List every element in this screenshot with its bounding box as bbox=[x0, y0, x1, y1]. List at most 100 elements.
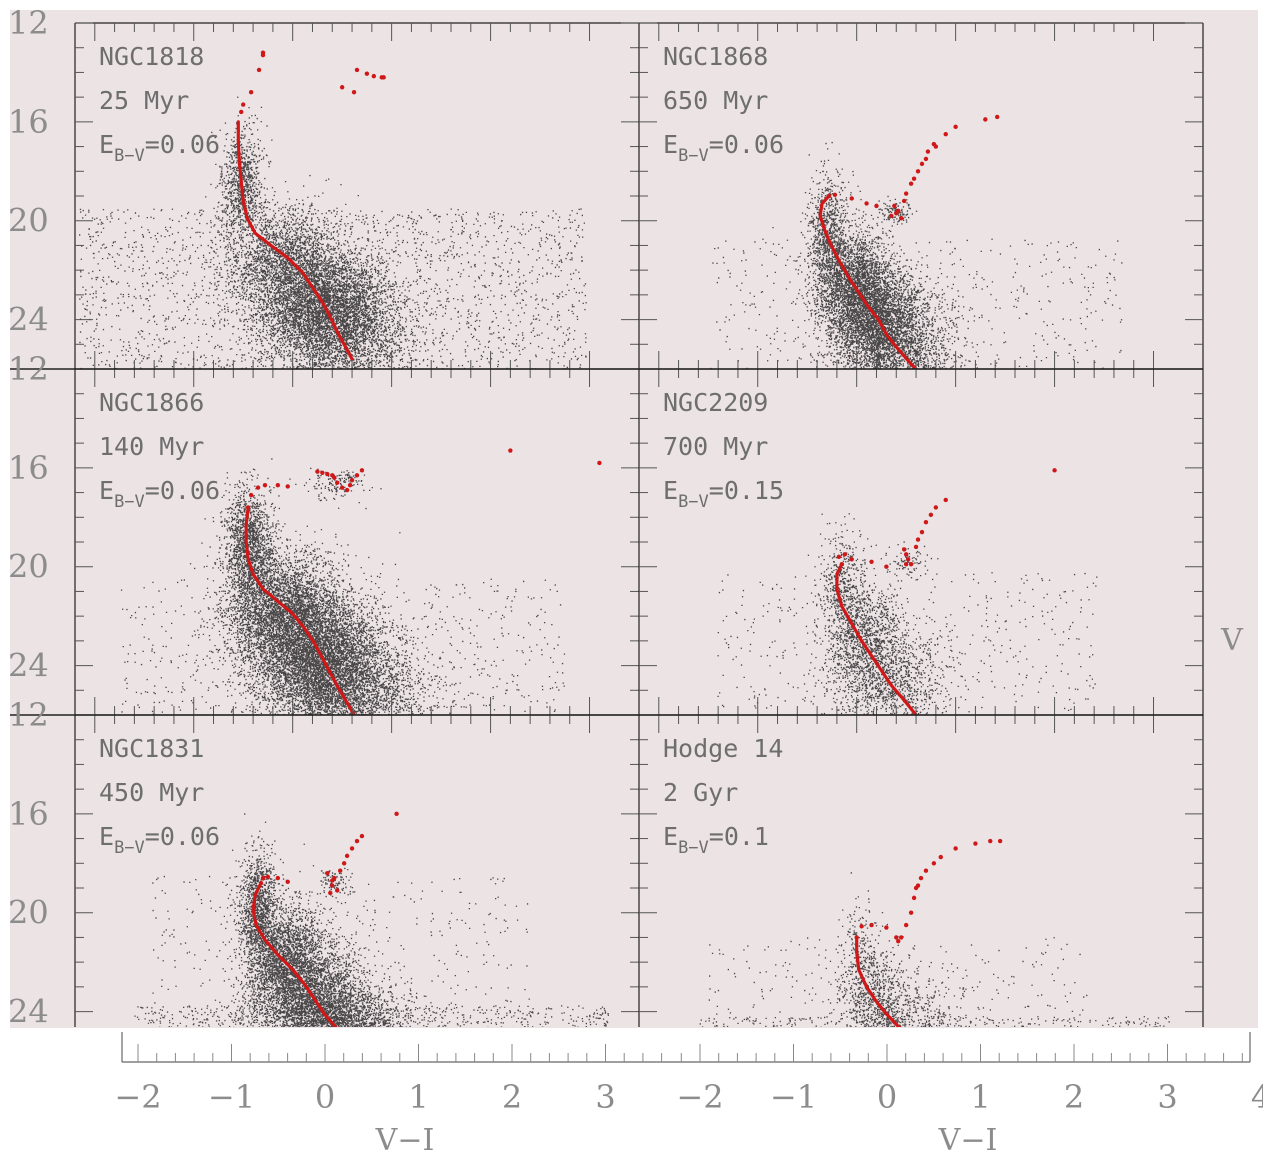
isochrone-point bbox=[920, 162, 924, 166]
isochrone-point bbox=[916, 537, 920, 541]
cluster-name: NGC1818 bbox=[99, 42, 204, 71]
x-tick-label: −1 bbox=[208, 1078, 255, 1116]
isochrone-point bbox=[914, 545, 918, 549]
isochrone-point bbox=[328, 891, 332, 895]
isochrone-point bbox=[850, 557, 854, 561]
reddening-e: E bbox=[99, 822, 114, 851]
reddening-value: =0.1 bbox=[709, 822, 769, 851]
y-tick-label: 24 bbox=[8, 301, 49, 339]
isochrone-point bbox=[837, 555, 841, 559]
isochrone-point bbox=[983, 117, 987, 121]
isochrone-point bbox=[944, 132, 948, 136]
isochrone-point bbox=[859, 924, 863, 928]
y-tick-label: 20 bbox=[8, 548, 49, 586]
reddening-value: =0.06 bbox=[145, 130, 220, 159]
cluster-name: Hodge 14 bbox=[663, 734, 783, 763]
isochrone-point bbox=[261, 876, 265, 880]
y-axis-title: V bbox=[1220, 623, 1244, 658]
isochrone-point bbox=[249, 90, 253, 94]
reddening-e: E bbox=[663, 476, 678, 505]
isochrone-point bbox=[926, 149, 930, 153]
isochrone-point bbox=[355, 839, 359, 843]
cluster-name: NGC1868 bbox=[663, 42, 768, 71]
isochrone-point bbox=[924, 157, 928, 161]
isochrone-point bbox=[869, 923, 873, 927]
isochrone-point bbox=[899, 935, 903, 939]
cluster-name: NGC2209 bbox=[663, 388, 768, 417]
figure-background bbox=[10, 10, 1258, 1028]
reddening-subscript: B−V bbox=[114, 146, 145, 166]
isochrone-point bbox=[973, 841, 977, 845]
isochrone-point bbox=[904, 923, 908, 927]
reddening-subscript: B−V bbox=[678, 146, 709, 166]
x-tick-label: 3 bbox=[595, 1078, 615, 1116]
x-tick-label: 0 bbox=[315, 1078, 335, 1116]
isochrone-point bbox=[988, 839, 992, 843]
isochrone-point bbox=[932, 861, 936, 865]
isochrone-point bbox=[934, 505, 938, 509]
cluster-age: 650 Myr bbox=[663, 86, 768, 115]
isochrone-point bbox=[894, 935, 898, 939]
isochrone-point bbox=[263, 483, 267, 487]
isochrone-point bbox=[912, 177, 916, 181]
isochrone-point bbox=[382, 75, 386, 79]
reddening-value: =0.06 bbox=[145, 822, 220, 851]
isochrone-point bbox=[912, 896, 916, 900]
isochrone-point bbox=[916, 169, 920, 173]
isochrone-point bbox=[934, 144, 938, 148]
isochrone-point bbox=[246, 505, 250, 509]
isochrone-point bbox=[266, 875, 270, 879]
isochrone-point bbox=[894, 211, 898, 215]
reddening-value: =0.06 bbox=[709, 130, 784, 159]
cluster-name: NGC1866 bbox=[99, 388, 204, 417]
isochrone-point bbox=[348, 483, 352, 487]
isochrone-point bbox=[365, 71, 369, 75]
reddening-subscript: B−V bbox=[678, 492, 709, 512]
isochrone-point bbox=[998, 839, 1002, 843]
isochrone-point bbox=[995, 115, 999, 119]
isochrone-point bbox=[929, 513, 933, 517]
y-tick-label: 24 bbox=[8, 993, 49, 1031]
isochrone-point bbox=[332, 476, 336, 480]
x-tick-label: −2 bbox=[676, 1078, 723, 1116]
isochrone-point bbox=[904, 552, 908, 556]
isochrone-point bbox=[889, 214, 893, 218]
y-tick-label: 12 bbox=[8, 4, 49, 42]
cluster-age: 140 Myr bbox=[99, 432, 204, 461]
isochrone-point bbox=[884, 565, 888, 569]
reddening-subscript: B−V bbox=[678, 838, 709, 858]
x-tick-label: 3 bbox=[1157, 1078, 1177, 1116]
isochrone-point bbox=[249, 493, 253, 497]
reddening-e: E bbox=[663, 822, 678, 851]
x-tick-label: 1 bbox=[970, 1078, 990, 1116]
bottom-x-axis: −2 −1 0 1 2 3 −2 −1 0 1 2 3 4 bbox=[114, 1032, 1263, 1116]
x-tick-label: 1 bbox=[408, 1078, 428, 1116]
isochrone-point bbox=[597, 461, 601, 465]
isochrone-point bbox=[259, 881, 263, 885]
isochrone-point bbox=[833, 193, 837, 197]
isochrone-point bbox=[953, 125, 957, 129]
isochrone-point bbox=[939, 855, 943, 859]
isochrone-point bbox=[869, 560, 873, 564]
isochrone-point bbox=[340, 485, 344, 489]
isochrone-point bbox=[332, 876, 336, 880]
reddening-e: E bbox=[663, 130, 678, 159]
y-tick-label: 20 bbox=[8, 894, 49, 932]
isochrone-point bbox=[276, 876, 280, 880]
reddening-value: =0.15 bbox=[709, 476, 784, 505]
isochrone-point bbox=[904, 562, 908, 566]
reddening-subscript: B−V bbox=[114, 492, 145, 512]
isochrone-point bbox=[239, 110, 243, 114]
isochrone-point bbox=[360, 834, 364, 838]
isochrone-point bbox=[355, 473, 359, 477]
reddening-subscript: B−V bbox=[114, 838, 145, 858]
isochrone-point bbox=[286, 880, 290, 884]
isochrone-point bbox=[896, 939, 900, 943]
isochrone-point bbox=[335, 888, 339, 892]
isochrone-point bbox=[840, 562, 844, 566]
isochrone-point bbox=[843, 552, 847, 556]
isochrone-point bbox=[325, 871, 329, 875]
isochrone-point bbox=[241, 102, 245, 106]
